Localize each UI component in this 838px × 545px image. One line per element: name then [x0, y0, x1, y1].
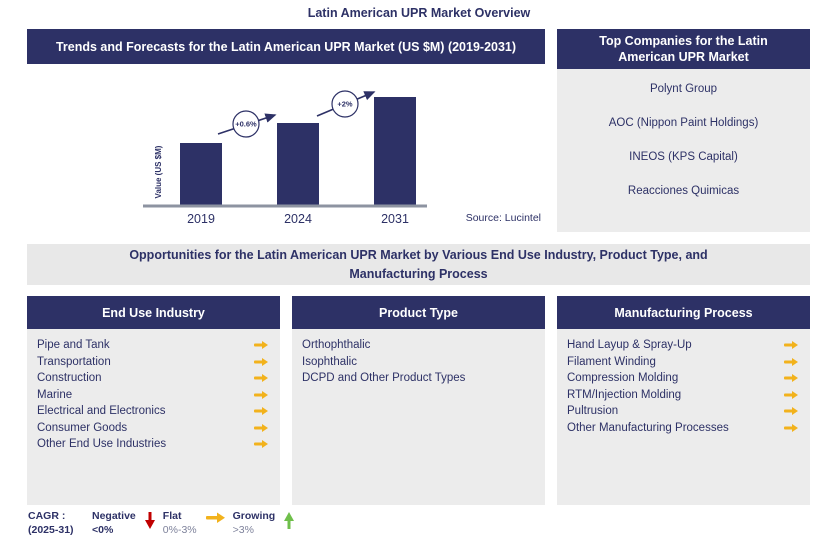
- list-item-label: Transportation: [37, 355, 111, 368]
- flat-right-arrow-icon: [784, 423, 798, 432]
- list-item: Consumer Goods: [37, 420, 268, 437]
- list-item-label: Consumer Goods: [37, 421, 128, 434]
- product-type-header: Product Type: [292, 296, 545, 329]
- list-item: Transportation: [37, 354, 268, 371]
- list-item-label: Construction: [37, 372, 102, 385]
- flat-right-arrow-icon: [205, 512, 225, 523]
- cagr-legend-title: CAGR : (2025-31): [28, 510, 84, 537]
- svg-text:2019: 2019: [187, 212, 215, 226]
- product-type-panel: Product Type Orthophthalic Isophthalic: [292, 296, 545, 505]
- cagr-label: CAGR :: [28, 510, 66, 522]
- list-item-label: Pipe and Tank: [37, 339, 110, 352]
- list-item-label: Electrical and Electronics: [37, 405, 166, 418]
- list-item-label: Other End Use Industries: [37, 438, 167, 451]
- end-use-industry-panel: End Use Industry Pipe and Tank Transport…: [27, 296, 280, 505]
- list-item: Other End Use Industries: [37, 436, 268, 453]
- list-item: Hand Layup & Spray-Up: [567, 337, 798, 354]
- list-item: Pultrusion: [567, 403, 798, 420]
- manufacturing-process-header: Manufacturing Process: [557, 296, 810, 329]
- list-item: DCPD and Other Product Types: [302, 370, 533, 387]
- list-item: RTM/Injection Molding: [567, 387, 798, 404]
- flat-right-arrow-icon: [254, 374, 268, 383]
- top-companies-list: Polynt Group AOC (Nippon Paint Holdings)…: [557, 69, 810, 232]
- trend-bar-chart: 2019 2024 2031 Value (US $M) +0.6% +2%: [143, 90, 427, 226]
- page-title: Latin American UPR Market Overview: [307, 6, 531, 20]
- svg-text:2031: 2031: [381, 212, 409, 226]
- company-name: Reacciones Quimicas: [627, 185, 740, 197]
- flat-right-arrow-icon: [254, 440, 268, 449]
- list-item: Construction: [37, 370, 268, 387]
- list-item: Filament Winding: [567, 354, 798, 371]
- legend-item-negative: Negative <0%: [92, 510, 155, 537]
- end-use-industry-header: End Use Industry: [27, 296, 280, 329]
- list-item: Marine: [37, 387, 268, 404]
- trends-panel-header: Trends and Forecasts for the Latin Ameri…: [27, 29, 545, 64]
- list-item: Compression Molding: [567, 370, 798, 387]
- cagr-period: (2025-31): [28, 523, 74, 536]
- source-label: Source: Lucintel: [465, 212, 541, 224]
- list-item-label: Compression Molding: [567, 372, 679, 385]
- flat-right-arrow-icon: [784, 341, 798, 350]
- growing-range: >3%: [232, 523, 254, 536]
- flat-right-arrow-icon: [784, 374, 798, 383]
- list-item-label: Hand Layup & Spray-Up: [567, 339, 692, 352]
- flat-right-arrow-icon: [254, 390, 268, 399]
- list-item-label: Filament Winding: [567, 355, 656, 368]
- list-item-label: DCPD and Other Product Types: [302, 372, 466, 385]
- legend-item-flat: Flat 0%-3%: [163, 510, 225, 537]
- list-item-label: Marine: [37, 388, 73, 401]
- top-companies-header: Top Companies for the Latin American UPR…: [557, 29, 810, 69]
- negative-down-arrow-icon: [144, 512, 155, 529]
- company-name: INEOS (KPS Capital): [629, 151, 738, 163]
- list-item-label: RTM/Injection Molding: [567, 388, 682, 401]
- negative-label: Negative: [92, 510, 136, 522]
- company-name: Polynt Group: [649, 83, 718, 95]
- list-item: Isophthalic: [302, 354, 533, 371]
- company-name: AOC (Nippon Paint Holdings): [608, 117, 759, 129]
- list-item-label: Orthophthalic: [302, 339, 371, 352]
- svg-text:+0.6%: +0.6%: [235, 120, 257, 129]
- growing-label: Growing: [232, 510, 276, 522]
- svg-text:2024: 2024: [284, 212, 312, 226]
- flat-right-arrow-icon: [784, 390, 798, 399]
- flat-right-arrow-icon: [254, 341, 268, 350]
- trend-chart-region: 2019 2024 2031 Value (US $M) +0.6% +2% Source…: [27, 64, 545, 241]
- list-item: Orthophthalic: [302, 337, 533, 354]
- cagr-legend: CAGR : (2025-31) Negative <0% Flat 0%-3%…: [28, 510, 295, 537]
- flat-label: Flat: [162, 510, 182, 522]
- list-item-label: Pultrusion: [567, 405, 619, 418]
- list-item: Pipe and Tank: [37, 337, 268, 354]
- flat-right-arrow-icon: [784, 357, 798, 366]
- list-item-label: Isophthalic: [302, 355, 357, 368]
- list-item: Electrical and Electronics: [37, 403, 268, 420]
- negative-range: <0%: [92, 523, 114, 536]
- svg-text:Value (US $M): Value (US $M): [154, 145, 163, 198]
- flat-right-arrow-icon: [254, 357, 268, 366]
- flat-range: 0%-3%: [162, 523, 197, 536]
- manufacturing-process-panel: Manufacturing Process Hand Layup & Spray…: [557, 296, 810, 505]
- opportunities-band: Opportunities for the Latin American UPR…: [27, 244, 810, 285]
- list-item-label: Other Manufacturing Processes: [567, 421, 729, 434]
- flat-right-arrow-icon: [784, 407, 798, 416]
- end-use-industry-list: Pipe and Tank Transportation Constructio…: [27, 329, 280, 505]
- flat-right-arrow-icon: [254, 407, 268, 416]
- list-item: Other Manufacturing Processes: [567, 420, 798, 437]
- growing-up-arrow-icon: [284, 512, 295, 529]
- manufacturing-process-list: Hand Layup & Spray-Up Filament Winding C…: [557, 329, 810, 505]
- flat-right-arrow-icon: [254, 423, 268, 432]
- legend-item-growing: Growing >3%: [233, 510, 295, 537]
- svg-text:+2%: +2%: [337, 100, 353, 109]
- product-type-list: Orthophthalic Isophthalic DCPD and Other…: [292, 329, 545, 505]
